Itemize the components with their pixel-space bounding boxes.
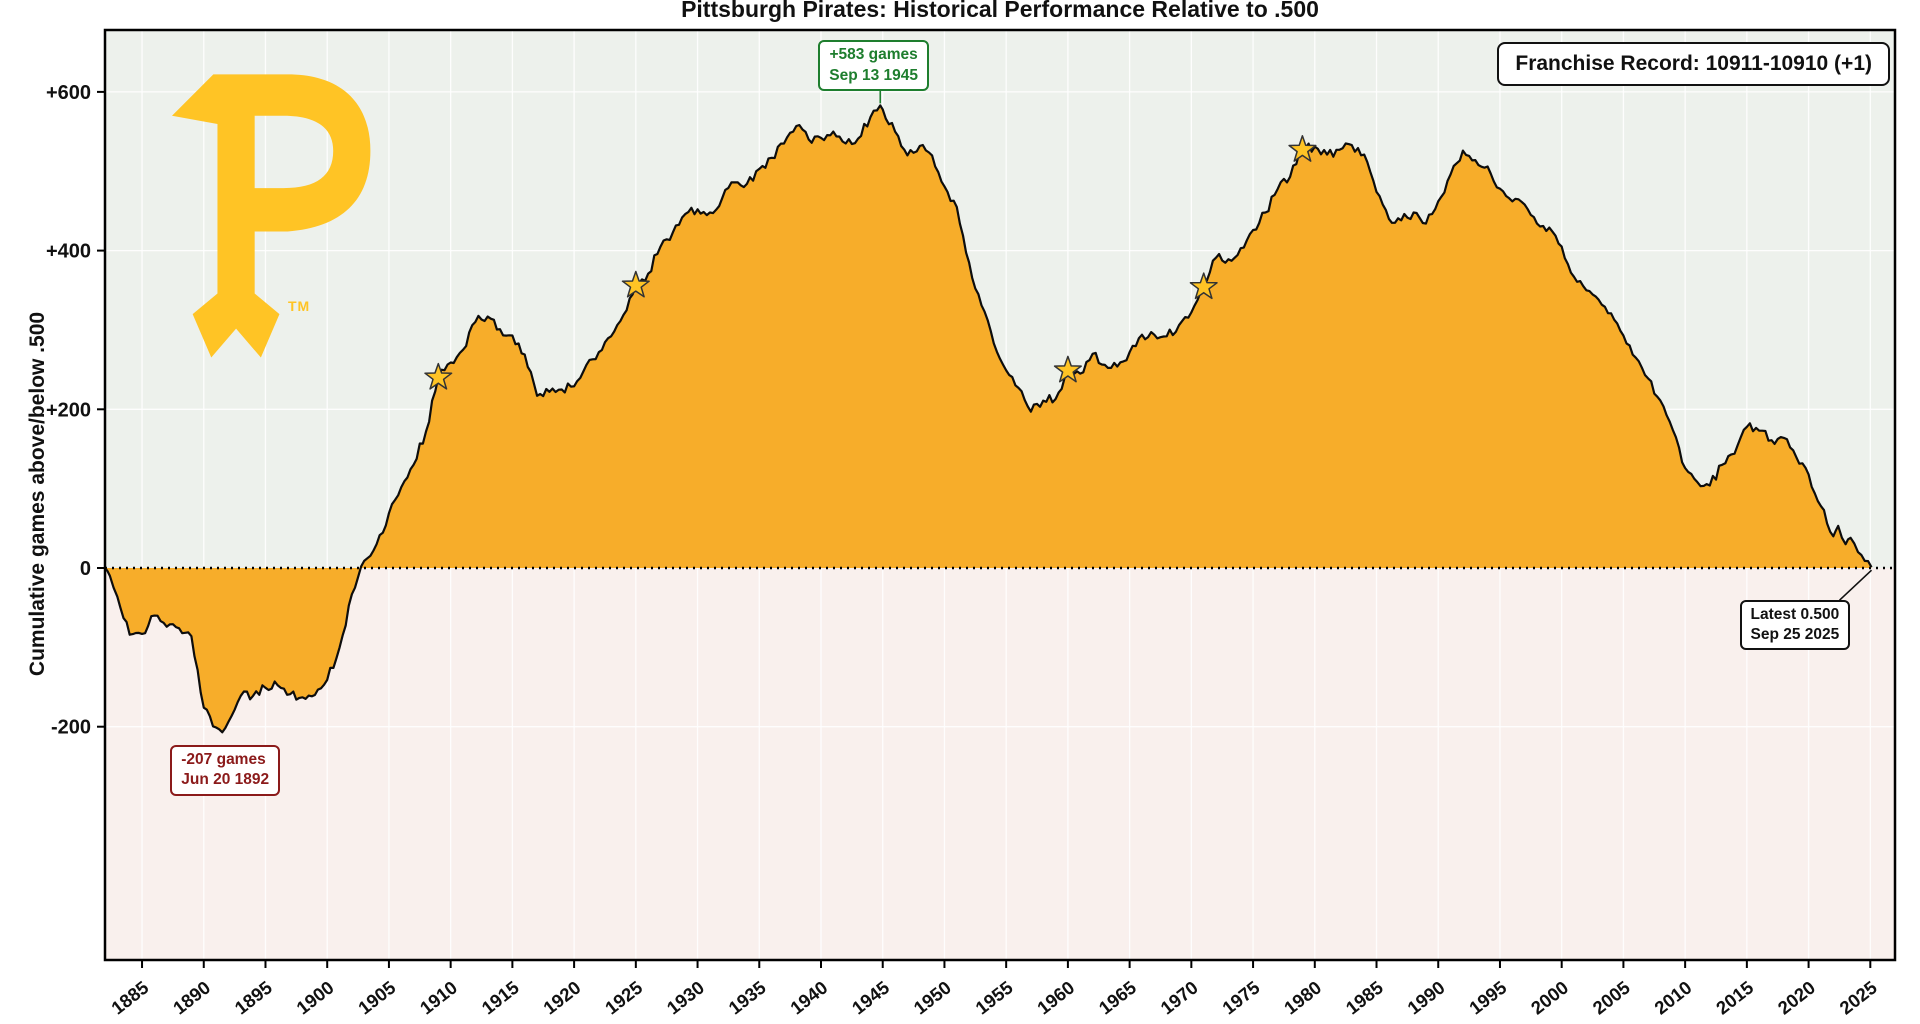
latest-annotation-line1: Latest 0.500 [1750,606,1840,624]
x-tick-label: 1900 [292,977,337,1019]
x-tick-label: 1945 [848,977,893,1019]
x-tick-label: 1915 [477,977,522,1019]
x-tick-label: 1920 [539,977,584,1019]
chart-title: Pittsburgh Pirates: Historical Performan… [681,0,1319,22]
world-series-star-icon [1288,135,1317,162]
x-tick-label: 1975 [1218,977,1263,1019]
x-tick-label: 1930 [663,977,708,1019]
latest-annotation: Latest 0.500 Sep 25 2025 [1739,600,1851,651]
x-tick-label: 1895 [231,977,276,1019]
peak-annotation-line2: Sep 13 1945 [829,66,919,84]
y-tick-label: +200 [46,399,91,421]
x-tick-label: 1955 [971,977,1016,1019]
x-tick-label: 2015 [1712,977,1757,1019]
below-zero-background [105,568,1895,960]
world-series-star-icon [621,270,650,298]
x-tick-label: 1890 [169,977,214,1019]
world-series-star-icon [1189,272,1218,300]
pirates-p-logo-icon [172,74,371,358]
world-series-star-icon [424,362,453,390]
plot-border [103,28,1897,962]
peak-annotation-line1: +583 games [829,46,918,64]
x-tick-label: 1960 [1033,977,1078,1019]
x-tick-label: 2000 [1527,977,1572,1019]
cumulative-line [104,104,1873,734]
y-tick-label: +600 [46,82,91,104]
x-tick-label: 1970 [1156,977,1201,1019]
pirates-logo: TM [150,62,380,372]
trough-annotation-line2: Jun 20 1892 [181,771,270,789]
cumulative-area-fill [105,105,1872,733]
trough-annotation-line1: -207 games [181,751,266,769]
x-tick-label: 1980 [1280,977,1325,1019]
y-tick-label: -200 [51,717,91,739]
y-tick-label: +400 [46,241,91,263]
x-tick-label: 1985 [1342,977,1387,1019]
x-tick-label: 1935 [724,977,769,1019]
trough-annotation: -207 games Jun 20 1892 [170,745,281,796]
y-axis-label: Cumulative games above/below .500 [26,311,49,677]
x-tick-label: 1910 [416,977,461,1019]
pirates-p-glyph [172,74,371,358]
x-tick-label: 1965 [1095,977,1140,1019]
x-tick-label: 2005 [1589,977,1634,1019]
x-tick-label: 1925 [601,977,646,1019]
peak-annotation: +583 games Sep 13 1945 [818,40,930,91]
x-tick-label: 1990 [1403,977,1448,1019]
latest-annotation-line2: Sep 25 2025 [1750,626,1840,644]
x-tick-label: 1940 [786,977,831,1019]
x-tick-label: 1905 [354,977,399,1019]
trademark-label: TM [288,297,311,314]
x-tick-label: 1885 [107,977,152,1019]
latest-annotation-connector [1838,569,1873,601]
y-tick-label: 0 [80,558,91,580]
x-tick-label: 1950 [910,977,955,1019]
x-tick-label: 2025 [1835,977,1880,1019]
x-tick-label: 1995 [1465,977,1510,1019]
world-series-star-icon [1053,355,1082,383]
x-tick-label: 2020 [1774,977,1819,1019]
x-tick-label: 2010 [1650,977,1695,1019]
franchise-record-box: Franchise Record: 10911-10910 (+1) [1497,42,1890,86]
